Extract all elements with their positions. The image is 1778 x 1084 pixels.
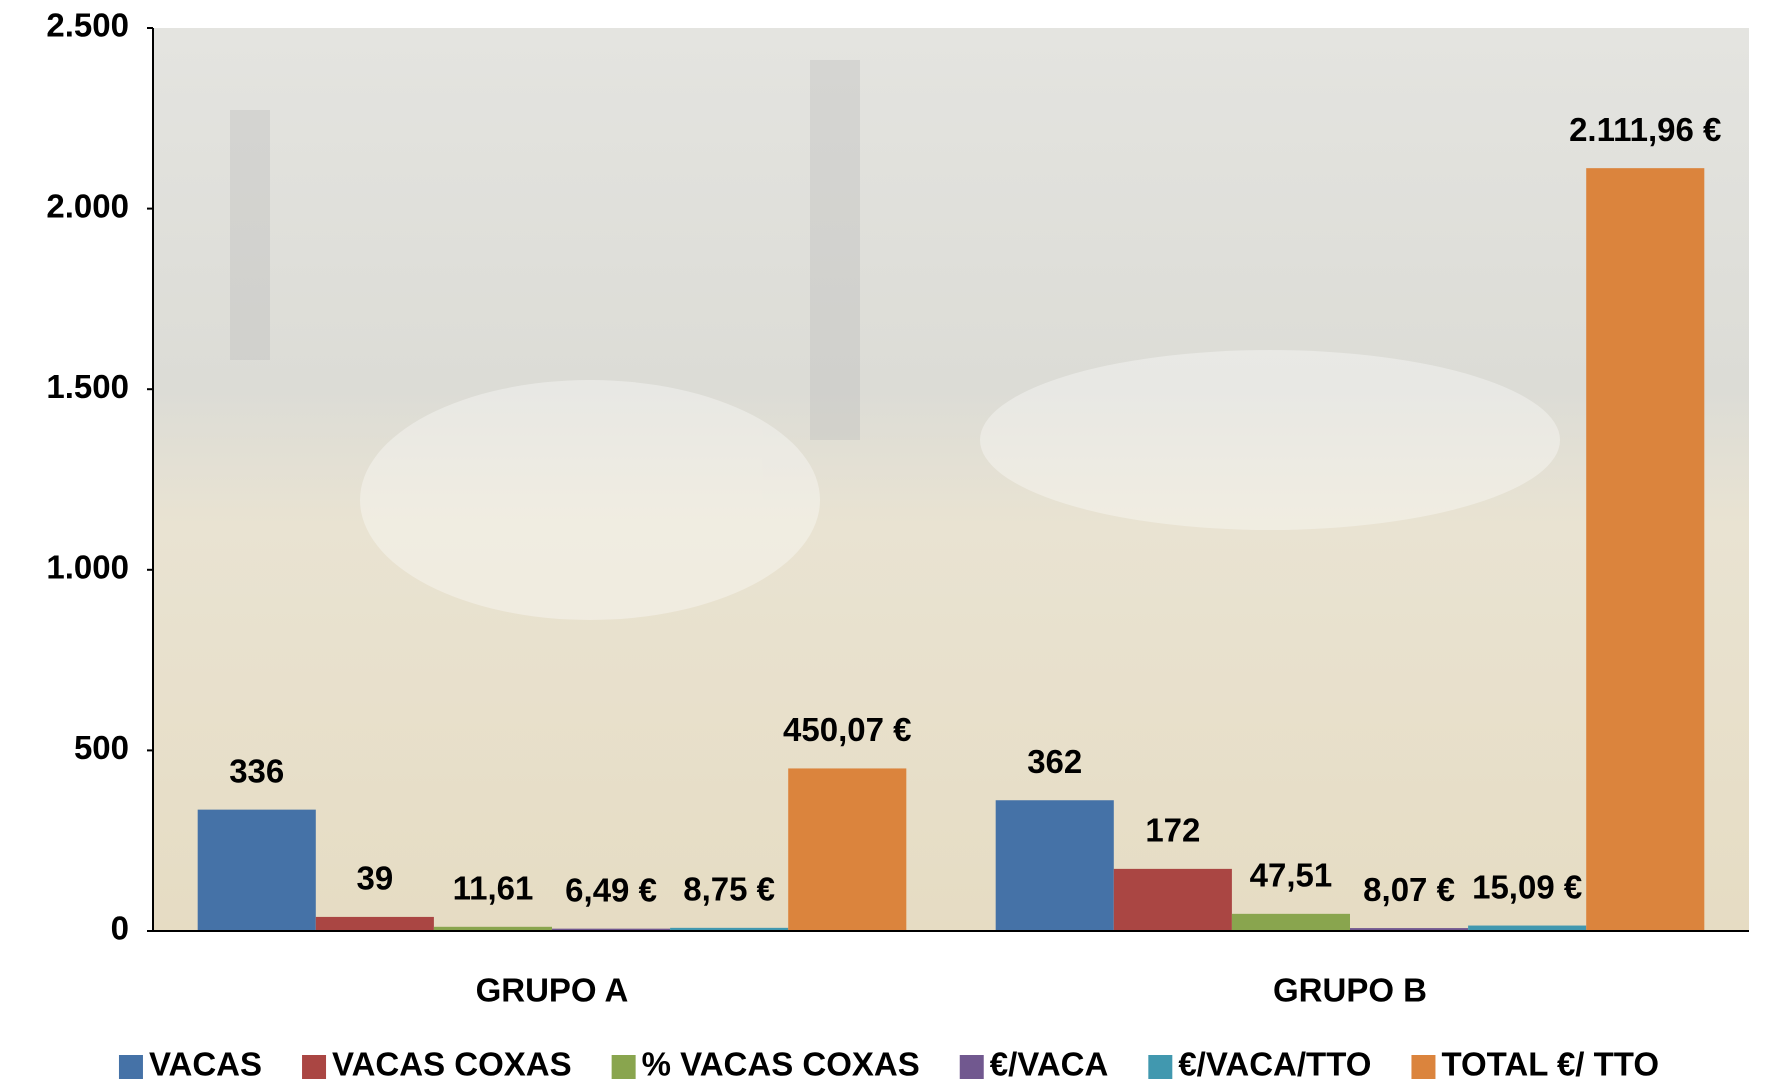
y-tick-label: 0 [111,910,129,947]
legend-label: VACAS [149,1046,262,1083]
legend-swatch [1411,1055,1435,1079]
y-tick-label: 1.500 [46,368,129,405]
value-label: 2.111,96 € [1569,111,1721,148]
value-label: 47,51 [1250,857,1333,894]
legend-label: % VACAS COXAS [642,1046,920,1083]
value-label: 450,07 € [783,711,911,748]
bar [788,768,906,931]
value-label: 8,07 € [1363,871,1455,908]
legend-label: TOTAL €/ TTO [1441,1046,1659,1083]
legend-swatch [119,1055,143,1079]
legend-label: €/VACA/TTO [1178,1046,1371,1083]
bar [198,810,316,931]
y-tick-label: 500 [74,729,129,766]
legend-swatch [302,1055,326,1079]
value-label: 172 [1145,812,1200,849]
value-label: 11,61 [453,870,534,907]
y-tick-label: 1.000 [46,549,129,586]
y-tick-label: 2.000 [46,187,129,224]
x-tick-label: GRUPO A [476,972,629,1009]
legend-swatch [612,1055,636,1079]
bar [996,800,1114,931]
value-label: 336 [229,752,284,789]
legend-swatch [960,1055,984,1079]
y-tick-label: 2.500 [46,7,129,44]
legend-label: €/VACA [990,1046,1109,1083]
legend-label: VACAS COXAS [332,1046,572,1083]
bar [1586,168,1704,931]
bar [1232,914,1350,931]
value-label: 15,09 € [1472,868,1582,905]
value-label: 6,49 € [565,871,657,908]
value-label: 39 [356,860,393,897]
value-label: 8,75 € [683,871,775,908]
value-label: 362 [1027,743,1082,780]
chart: 0 500 1.000 1.500 2.000 2.500 GRUPO A 336 39 11,6… [0,0,1778,1084]
bar [1114,869,1232,931]
bar [316,917,434,931]
legend-swatch [1148,1055,1172,1079]
x-tick-label: GRUPO B [1273,972,1427,1009]
